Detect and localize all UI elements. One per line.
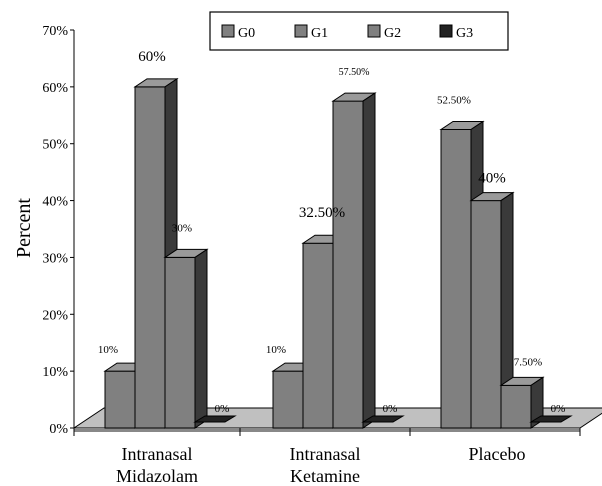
y-tick-label: 10% (42, 365, 68, 380)
y-axis-title: Percent (13, 198, 35, 258)
category-label: Midazolam (116, 466, 198, 486)
legend-entry: G3 (456, 26, 473, 41)
y-tick-label: 40% (42, 195, 68, 210)
bar-g2-1 (331, 92, 377, 429)
legend-swatch (221, 24, 235, 38)
y-tick-label: 70% (42, 24, 68, 39)
bar-g3-1 (361, 415, 405, 423)
y-tick-label: 60% (42, 81, 68, 96)
data-label: 32.50% (299, 205, 345, 221)
category-label: Intranasal (290, 444, 361, 464)
bars-layer (103, 77, 573, 429)
category-label: Placebo (469, 444, 526, 464)
y-tick-label: 0% (49, 422, 68, 437)
data-label: 30% (172, 222, 192, 234)
category-labels-layer: IntranasalMidazolamIntranasalKetaminePla… (116, 444, 525, 486)
chart-floor-edge (74, 428, 580, 432)
data-label: 0% (383, 403, 398, 415)
legend-entry: G2 (384, 26, 401, 41)
legend-box (209, 11, 509, 51)
bar-g1-2 (469, 191, 515, 429)
bar-g2-0 (163, 248, 209, 429)
bar-g3-0 (193, 415, 237, 423)
category-label: Intranasal (122, 444, 193, 464)
data-label: 0% (215, 403, 230, 415)
data-label: 10% (98, 344, 118, 356)
legend-swatch (439, 24, 453, 38)
data-label: 57.50% (339, 67, 370, 78)
data-label: 0% (551, 403, 566, 415)
y-tick-label: 20% (42, 308, 68, 323)
data-label: 10% (266, 344, 286, 356)
legend-entry: G1 (311, 26, 328, 41)
legend-swatch (367, 24, 381, 38)
legend-swatch (294, 24, 308, 38)
category-label: Ketamine (290, 466, 360, 486)
data-label: 40% (478, 171, 506, 187)
legend-entry: G0 (238, 26, 255, 41)
data-label: 52.50% (437, 95, 471, 107)
bar-g2-2 (499, 376, 545, 429)
legend: G0 G1 G2 G3 (209, 11, 509, 51)
y-tick-label: 30% (42, 251, 68, 266)
data-label: 60% (138, 49, 166, 65)
y-tick-label: 50% (42, 138, 68, 153)
y-axis-layer: 0% 10% 20% 30% 40% 50% 60% 70% (42, 24, 581, 437)
data-label: 7.50% (514, 356, 542, 368)
bar-g3-2 (529, 415, 573, 423)
data-labels-layer: 10% 60% 30% 0% 10% 32.50% 57.50% 0% 52.50% 40% 7.5… (98, 49, 565, 415)
